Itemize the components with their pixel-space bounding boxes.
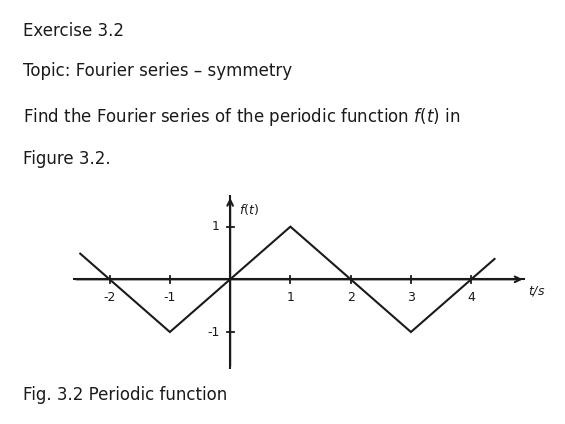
Text: $f(t)$: $f(t)$ [239, 202, 259, 217]
Text: Exercise 3.2: Exercise 3.2 [23, 22, 124, 40]
Text: Topic: Fourier series – symmetry: Topic: Fourier series – symmetry [23, 62, 292, 80]
Text: Fig. 3.2 Periodic function: Fig. 3.2 Periodic function [23, 386, 227, 404]
Text: Find the Fourier series of the periodic function $f(t)$ in: Find the Fourier series of the periodic … [23, 106, 460, 128]
Text: 2: 2 [347, 291, 355, 304]
Text: -2: -2 [103, 291, 116, 304]
Text: -1: -1 [164, 291, 176, 304]
Text: 3: 3 [407, 291, 415, 304]
Text: $t$/s: $t$/s [528, 284, 546, 298]
Text: 1: 1 [286, 291, 294, 304]
Text: 4: 4 [467, 291, 475, 304]
Text: -1: -1 [207, 326, 219, 338]
Text: Figure 3.2.: Figure 3.2. [23, 150, 110, 167]
Text: 1: 1 [211, 220, 219, 233]
